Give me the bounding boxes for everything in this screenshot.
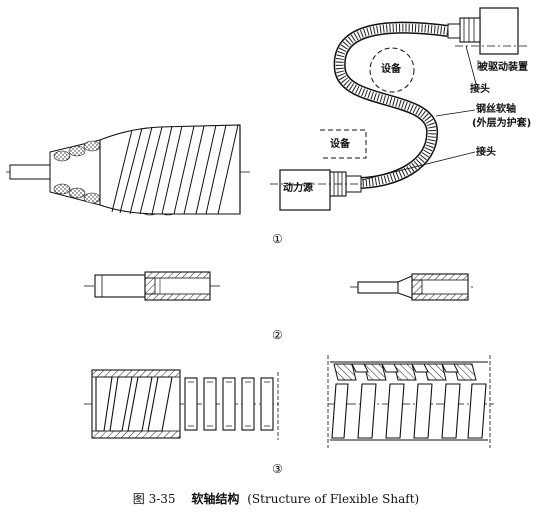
- label-power-source: 动力源: [283, 183, 313, 194]
- panel-number-2: ②: [272, 328, 283, 342]
- caption-number: 图 3-35: [132, 492, 176, 506]
- caption-english: (Structure of Flexible Shaft): [247, 492, 420, 506]
- label-outer-layer-note: (外层为护套): [472, 118, 532, 129]
- label-steel-wire-shaft: 钢丝软轴: [476, 104, 516, 115]
- panel-number-1: ①: [272, 232, 283, 246]
- label-driven-device: 被驱动装置: [478, 62, 528, 73]
- label-joint-top: 接头: [470, 84, 490, 95]
- label-equipment-mid: 设备: [330, 139, 350, 150]
- panel-number-3: ③: [272, 462, 283, 476]
- flexible-shaft-system-drawing: [270, 7, 530, 211]
- caption-title: 软轴结构: [191, 492, 240, 506]
- label-joint-bottom: 接头: [476, 147, 496, 158]
- shaft-end-fittings-drawing: [84, 271, 475, 301]
- label-equipment-top: 设备: [381, 64, 401, 75]
- figure-caption: 图 3-35 软轴结构 (Structure of Flexible Shaft…: [0, 490, 552, 507]
- hose-structure-drawing: [84, 355, 494, 448]
- wound-wire-shaft-drawing: [6, 124, 250, 216]
